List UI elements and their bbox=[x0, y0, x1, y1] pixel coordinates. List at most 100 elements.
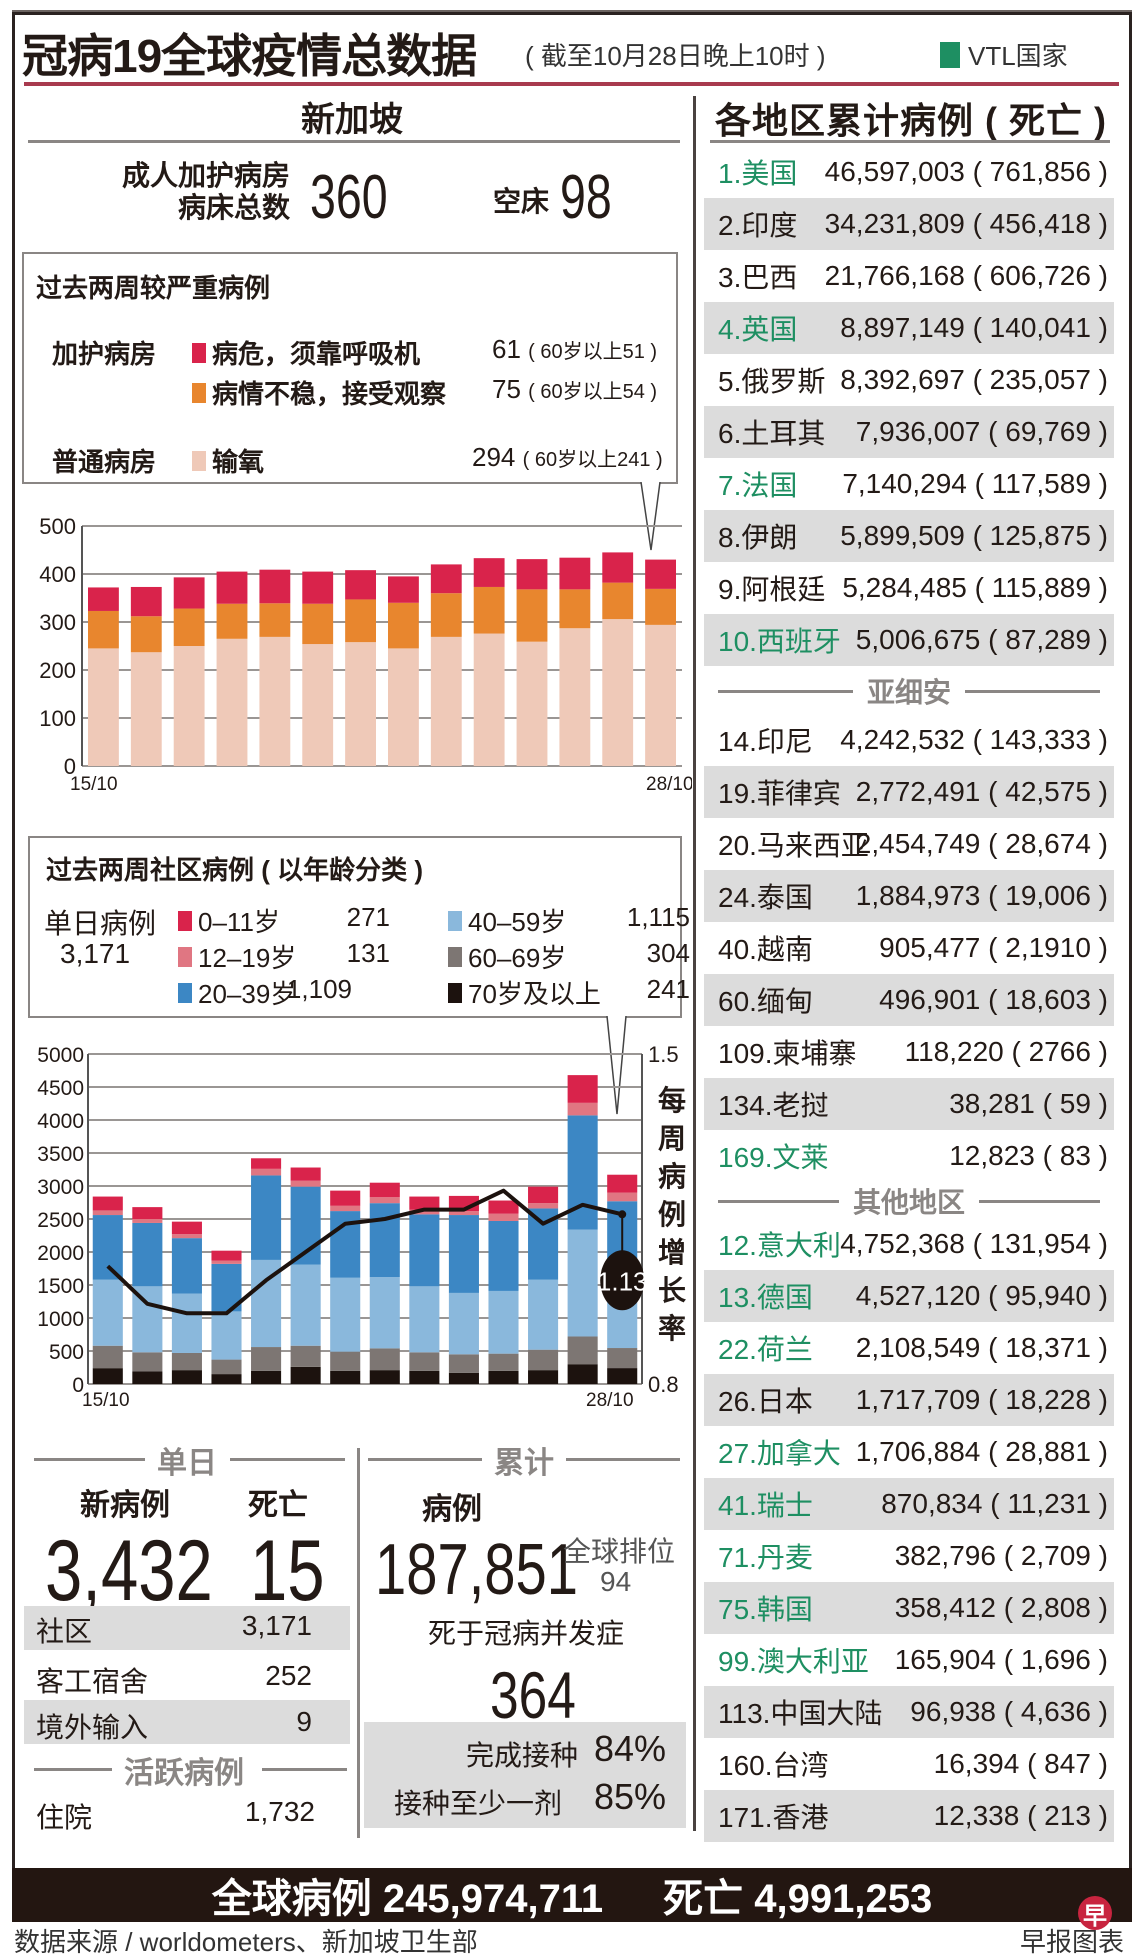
country-cases-deaths: 4,242,532 ( 143,333 ) bbox=[840, 724, 1108, 755]
bar-segment bbox=[567, 1229, 598, 1337]
bar-segment bbox=[567, 1336, 598, 1365]
asean-rule-right bbox=[965, 689, 1101, 693]
country-name: 4.英国 bbox=[718, 314, 798, 345]
bar-segment bbox=[251, 1168, 282, 1176]
top-border bbox=[12, 10, 1132, 13]
bar-segment bbox=[528, 1349, 559, 1371]
vax-full-value: 84% bbox=[594, 1728, 667, 1769]
cumulative-rule-right bbox=[562, 1458, 680, 1461]
country-cases-deaths: 12,338 ( 213 ) bbox=[933, 1800, 1108, 1831]
bar-segment bbox=[473, 558, 505, 587]
bar-segment bbox=[216, 638, 248, 766]
bar-segment bbox=[251, 1347, 282, 1371]
bar-segment bbox=[559, 589, 591, 629]
vax-one-label: 接种至少一剂 bbox=[394, 1788, 563, 1819]
y-tick-label: 1500 bbox=[37, 1275, 84, 1298]
bar-segment bbox=[409, 1214, 440, 1287]
country-cases-deaths: 382,796 ( 2,709 ) bbox=[894, 1540, 1108, 1571]
country-cases-deaths: 2,454,749 ( 28,674 ) bbox=[855, 828, 1108, 859]
cumulative-cases-value: 187,851 bbox=[375, 1530, 579, 1610]
country-cases-deaths: 46,597,003 ( 761,856 ) bbox=[824, 156, 1108, 187]
vaccination-box bbox=[364, 1722, 686, 1828]
oxygen-detail: ( 60岁以上241 ) bbox=[522, 449, 663, 471]
bar-segment bbox=[567, 1102, 598, 1116]
unstable-label: 病情不稳，接受观察 bbox=[212, 379, 447, 409]
bar-segment bbox=[290, 1167, 321, 1181]
country-name: 2.印度 bbox=[718, 210, 798, 241]
bar-segment bbox=[211, 1359, 242, 1375]
bar-segment bbox=[369, 1203, 400, 1278]
country-row: 134.老挝 38,281 ( 59 ) bbox=[704, 1078, 1114, 1130]
bar-segment bbox=[88, 587, 119, 611]
country-name: 14.印尼 bbox=[718, 726, 813, 757]
bar-segment bbox=[488, 1370, 519, 1384]
country-name: 20.马来西亚 bbox=[718, 830, 869, 861]
unstable-value-row: 75 ( 60岁以上54 ) bbox=[492, 374, 657, 405]
y-tick-label: 400 bbox=[39, 562, 76, 587]
bar-segment bbox=[488, 1290, 519, 1354]
data-source: 数据来源 / worldometers、新加坡卫生部 bbox=[14, 1927, 478, 1957]
y-tick-label: 1000 bbox=[37, 1308, 84, 1331]
bar-segment bbox=[473, 586, 505, 634]
country-name: 19.菲律宾 bbox=[718, 778, 841, 809]
bar-segment bbox=[369, 1197, 400, 1204]
bar-segment bbox=[92, 1210, 123, 1216]
country-row: 2.印度 34,231,809 ( 456,418 ) bbox=[704, 198, 1114, 250]
bar-segment bbox=[559, 557, 591, 590]
y2-axis-label: 周 bbox=[658, 1123, 686, 1154]
daily-cases-value: 3,171 bbox=[60, 938, 131, 969]
country-name: 160.台湾 bbox=[718, 1750, 829, 1781]
severe-item-unstable: 病情不稳，接受观察 bbox=[192, 374, 446, 411]
country-row: 22.荷兰 2,108,549 ( 18,371 ) bbox=[704, 1322, 1114, 1374]
icu-label: 成人加护病房 病床总数 bbox=[80, 160, 290, 224]
bar-segment bbox=[330, 1205, 361, 1212]
oxygen-value: 294 bbox=[472, 442, 516, 472]
age-swatch-icon bbox=[178, 946, 192, 967]
bar-segment bbox=[645, 588, 676, 625]
community-row-label: 社区 bbox=[36, 1616, 93, 1647]
new-cases-value: 3,432 bbox=[45, 1523, 213, 1619]
country-name: 171.香港 bbox=[718, 1802, 829, 1833]
bar-segment bbox=[528, 1203, 559, 1209]
bar-segment bbox=[92, 1345, 123, 1369]
country-row: 13.德国 4,527,120 ( 95,940 ) bbox=[704, 1270, 1114, 1322]
severe-item-critical: 病危，须靠呼吸机 bbox=[192, 334, 420, 371]
other-rule-right bbox=[979, 1199, 1101, 1203]
country-cases-deaths: 1,884,973 ( 19,006 ) bbox=[855, 880, 1108, 911]
bar-segment bbox=[171, 1234, 202, 1239]
asean-heading-row: 亚细安 bbox=[704, 672, 1114, 710]
country-row: 41.瑞士 870,834 ( 11,231 ) bbox=[704, 1478, 1114, 1530]
y2-axis-label: 病 bbox=[658, 1161, 686, 1192]
country-row: 6.土耳其 7,936,007 ( 69,769 ) bbox=[704, 406, 1114, 458]
bar-segment bbox=[369, 1277, 400, 1349]
bar-segment bbox=[430, 593, 462, 637]
vax-one-value: 85% bbox=[594, 1776, 667, 1817]
y-tick-label: 500 bbox=[49, 1341, 84, 1364]
country-row: 160.台湾 16,394 ( 847 ) bbox=[704, 1738, 1114, 1790]
top-countries-list: 1.美国 46,597,003 ( 761,856 ) 2.印度 34,231,809… bbox=[704, 146, 1114, 666]
bar-segment bbox=[132, 1219, 163, 1223]
age-value: 271 bbox=[346, 902, 390, 932]
critical-label: 病危，须靠呼吸机 bbox=[212, 339, 421, 369]
y-tick-label: 4000 bbox=[37, 1110, 84, 1133]
country-row: 20.马来西亚 2,454,749 ( 28,674 ) bbox=[704, 818, 1114, 870]
bar-segment bbox=[448, 1215, 479, 1293]
y2-axis-label: 长 bbox=[658, 1275, 686, 1306]
asean-heading: 亚细安 bbox=[704, 672, 1114, 710]
age-value: 241 bbox=[646, 974, 690, 1004]
bar-segment bbox=[92, 1215, 123, 1280]
bar-segment bbox=[330, 1351, 361, 1371]
y2-axis-label: 每 bbox=[658, 1084, 686, 1116]
age-legend-item: 20–39岁 bbox=[178, 974, 296, 1011]
empty-beds-value: 98 bbox=[560, 163, 612, 232]
country-cases-deaths: 96,938 ( 4,636 ) bbox=[910, 1696, 1108, 1727]
critical-value: 61 bbox=[492, 334, 521, 364]
bar-segment bbox=[388, 576, 419, 603]
bar-segment bbox=[409, 1352, 440, 1371]
country-name: 113.中国大陆 bbox=[718, 1698, 883, 1729]
icu-label-line2: 病床总数 bbox=[177, 192, 290, 223]
country-name: 169.文莱 bbox=[718, 1142, 829, 1173]
page-title: 冠病19全球疫情总数据 bbox=[22, 30, 477, 82]
country-row: 169.文莱 12,823 ( 83 ) bbox=[704, 1130, 1114, 1182]
empty-beds-label: 空床 bbox=[493, 186, 550, 217]
